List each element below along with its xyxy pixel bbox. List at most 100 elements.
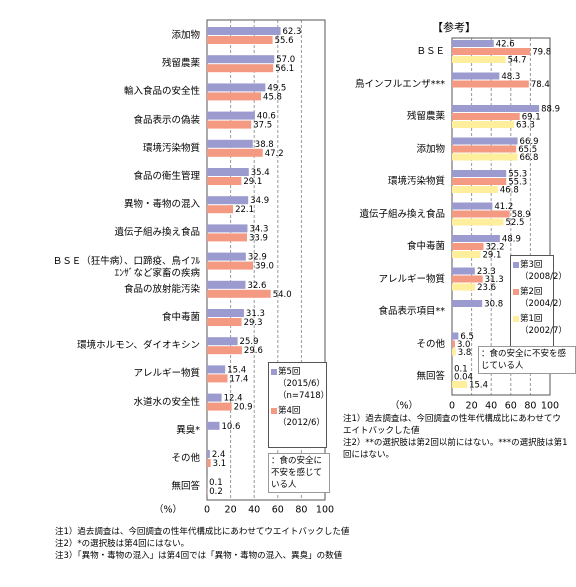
- value-label: 6.5: [460, 332, 474, 342]
- legend-item: 第2回 （2004/2）: [511, 286, 567, 310]
- value-label: 55.3: [508, 170, 527, 180]
- value-label: 46.8: [500, 186, 519, 196]
- value-label: 66.9: [520, 137, 539, 147]
- bar: [207, 27, 281, 35]
- value-label: 56.1: [275, 64, 294, 74]
- category-label: 添加物: [171, 30, 200, 41]
- value-label: 3.8: [458, 348, 472, 358]
- bar: [207, 92, 262, 101]
- value-label: 65.5: [518, 145, 537, 155]
- category-label: その他: [416, 338, 445, 350]
- value-label: 17.4: [230, 374, 249, 384]
- value-label: 57.0: [276, 55, 295, 65]
- value-label: 15.4: [469, 381, 488, 391]
- value-label: 3.1: [213, 459, 227, 469]
- value-label: 49.5: [267, 83, 286, 93]
- bar: [452, 105, 540, 112]
- value-label: 25.9: [240, 337, 259, 347]
- legend-swatch: [513, 316, 519, 322]
- category-label: 遺伝子組み換え食品: [114, 227, 200, 239]
- x-tick-label: 20: [466, 401, 478, 412]
- bar: [452, 340, 455, 348]
- bar: [452, 137, 518, 145]
- value-label: 31.3: [485, 275, 504, 285]
- bar: [207, 252, 246, 261]
- note: 注2）**の選択肢は第2回以前にはない。***の選択肢は第1回にはない。: [343, 438, 568, 460]
- annotation: ：食の安全に不安を感じている人: [478, 346, 576, 374]
- value-label: 37.5: [253, 121, 272, 131]
- value-label: 62.3: [283, 27, 302, 37]
- bar: [452, 40, 494, 47]
- value-label: 79.8: [532, 48, 551, 58]
- bar: [452, 267, 475, 275]
- category-label: 食品の衛生管理: [133, 171, 200, 182]
- value-label: 88.9: [541, 105, 560, 115]
- bar: [207, 148, 263, 157]
- value-label: 34.3: [249, 224, 268, 234]
- bar: [207, 393, 222, 402]
- value-label: 38.8: [255, 140, 274, 150]
- bar: [207, 346, 242, 355]
- bar: [452, 153, 518, 161]
- bar: [207, 36, 273, 44]
- category-label: 残留農薬: [406, 111, 445, 122]
- value-label: 34.9: [250, 196, 269, 206]
- legend-label: 第1回: [520, 314, 543, 324]
- note: 注1）過去調査は、今回調査の性年代構成比にあわせてウエイトバックした値: [55, 527, 350, 537]
- value-label: 33.9: [249, 233, 268, 243]
- bar: [207, 365, 226, 374]
- category-label: 食中毒菌: [161, 312, 200, 323]
- bar: [207, 337, 238, 346]
- notes: 注1）過去調査は、今回調査の性年代構成比にあわせてウエイトバックした値 注2）*の…: [55, 526, 555, 562]
- x-tick-label: 40: [485, 401, 497, 412]
- value-label: 58.9: [512, 210, 531, 220]
- legend-n: （n=7418）: [278, 391, 330, 401]
- bar: [207, 224, 248, 233]
- category-label: 無回答: [416, 371, 445, 382]
- category-label: 鳥インフルエンザ***: [355, 78, 445, 90]
- value-label: 66.8: [519, 153, 538, 163]
- bar: [452, 283, 476, 291]
- value-label: 30.8: [484, 300, 503, 310]
- value-label: 52.5: [505, 218, 524, 228]
- legend-period: （2008/2）: [520, 272, 567, 282]
- value-label: 12.4: [224, 394, 243, 404]
- note: 注2）*の選択肢は第4回にはない。: [55, 539, 190, 549]
- value-label: 2.4: [212, 450, 226, 460]
- note: 注3）「異物・毒物の混入」は第4回では「異物・毒物の混入、異臭」の数値: [55, 551, 343, 561]
- category-label: アレルギー物質: [378, 273, 445, 285]
- legend-label: 第2回: [520, 287, 543, 297]
- bar: [452, 186, 498, 193]
- value-label: 39.0: [255, 262, 274, 272]
- category-label: 異物・毒物の混入: [123, 199, 200, 211]
- x-tick-label: 60: [272, 505, 284, 516]
- value-label: 0.1: [209, 478, 223, 488]
- x-tick-label: 100: [316, 505, 334, 516]
- legend-item: 第1回 （2002/7）: [511, 313, 567, 337]
- value-label: 3.0: [457, 340, 471, 350]
- notes: 注1）過去調査は、今回調査の性年代構成比にあわせてウエイトバックした値 注2）**…: [343, 413, 568, 461]
- bar: [207, 318, 242, 326]
- bar: [207, 111, 255, 120]
- bar: [452, 145, 517, 153]
- category-label: その他: [171, 453, 200, 464]
- value-label: 55.6: [275, 36, 294, 46]
- category-label: 食品表示項目**: [378, 306, 445, 317]
- bar: [452, 72, 500, 80]
- value-label: 54.0: [273, 290, 292, 300]
- bar: [452, 275, 483, 283]
- bar: [452, 113, 520, 120]
- chart-title: 【参考】: [432, 20, 476, 34]
- x-tick-label: 20: [225, 505, 237, 516]
- bar: [207, 196, 249, 205]
- bar: [207, 309, 244, 317]
- value-label: 31.3: [246, 309, 265, 319]
- value-label: 15.4: [227, 365, 246, 375]
- bar: [207, 450, 210, 458]
- value-label: 48.9: [502, 235, 521, 245]
- x-tick-label: 0: [449, 401, 455, 412]
- bar: [207, 261, 254, 270]
- bar: [452, 348, 456, 356]
